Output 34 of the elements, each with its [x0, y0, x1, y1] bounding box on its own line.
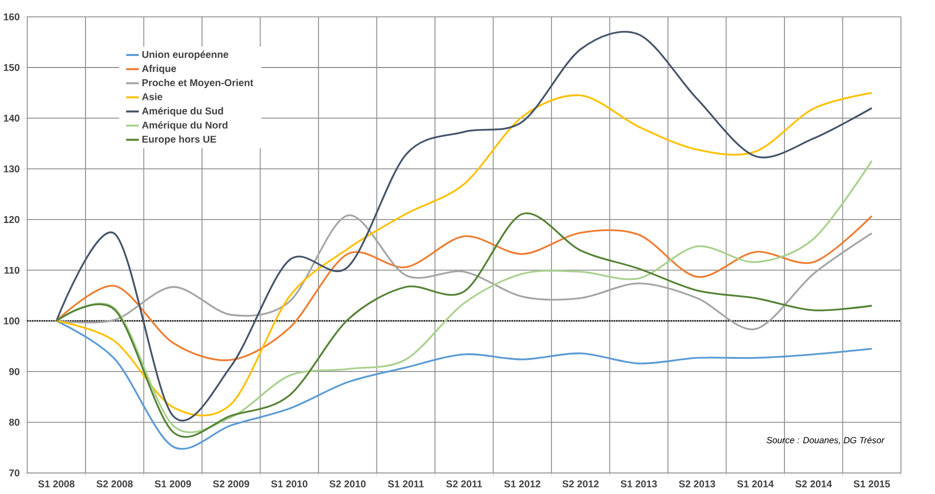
x-tick-label: S1 2011 — [388, 480, 424, 488]
x-tick-label: S2 2011 — [446, 480, 482, 488]
y-tick-label: 90 — [9, 368, 20, 376]
x-tick-label: S2 2014 — [795, 480, 832, 488]
x-tick-label: S1 2008 — [38, 480, 75, 488]
x-tick-label: S2 2010 — [329, 480, 366, 488]
line-series — [56, 215, 873, 362]
legend-label: Europe hors UE — [142, 136, 216, 145]
x-tick-label: S2 2012 — [562, 480, 599, 488]
y-tick-label: 80 — [9, 418, 20, 426]
x-tick-label: S2 2013 — [678, 480, 716, 488]
x-tick-label: S2 2008 — [96, 480, 133, 488]
y-tick-label: 70 — [9, 470, 20, 477]
x-tick-label: S1 2015 — [854, 480, 890, 488]
y-tick-label: 110 — [4, 266, 20, 274]
x-tick-label: S1 2010 — [271, 480, 308, 488]
y-tick-label: 160 — [4, 13, 20, 20]
legend-label: Afrique — [142, 64, 176, 74]
y-tick-label: 150 — [4, 64, 20, 72]
x-tick-label: S2 2009 — [212, 480, 250, 488]
x-tick-label: S1 2013 — [620, 480, 657, 488]
legend-label: Asie — [142, 93, 162, 100]
legend-label: Union européenne — [142, 50, 228, 60]
legend-label: Proche et Moyen-Orient — [142, 79, 254, 88]
annotation: Source : Douanes, DG Trésor — [766, 436, 885, 444]
x-tick-label: S1 2009 — [154, 480, 191, 488]
x-tick-label: S1 2014 — [737, 480, 774, 488]
legend-label: Amérique du Sud — [142, 107, 224, 117]
legend-label: Amérique du Nord — [142, 121, 228, 131]
y-tick-label: 140 — [4, 114, 20, 122]
y-tick-label: 100 — [4, 318, 20, 325]
x-tick-label: S1 2012 — [504, 480, 540, 488]
y-tick-label: 120 — [4, 216, 20, 224]
y-tick-label: 130 — [4, 165, 20, 173]
